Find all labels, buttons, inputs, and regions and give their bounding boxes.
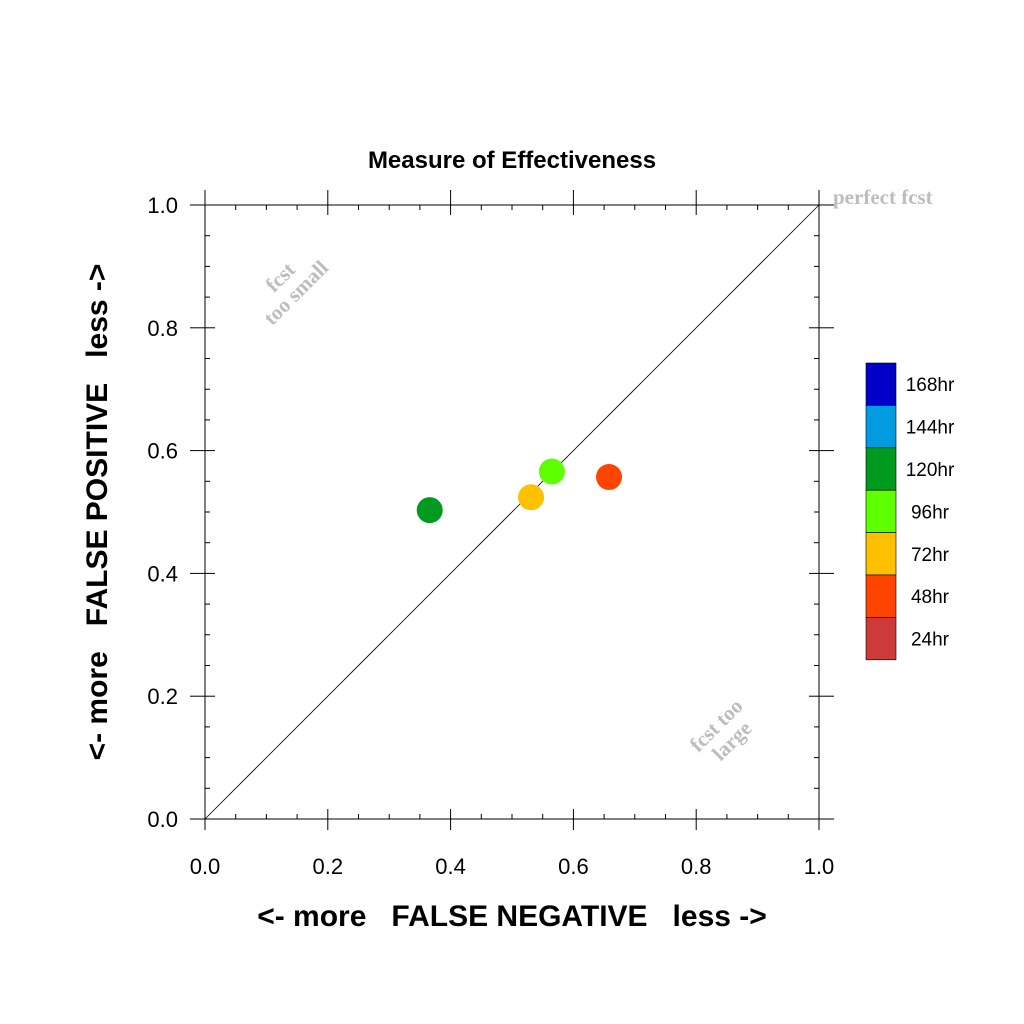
legend-swatch-120hr <box>865 447 897 491</box>
x-tick-label: 0.2 <box>313 854 344 879</box>
data-points <box>416 458 623 524</box>
plot-area <box>190 190 834 830</box>
y-tick-label: 0.8 <box>147 316 178 341</box>
legend-label-168hr: 168hr <box>906 375 955 396</box>
x-tick-labels: 0.0 0.2 0.4 0.6 0.8 1.0 <box>190 854 835 879</box>
y-tick-label: 1.0 <box>147 193 178 218</box>
point-72hr <box>518 484 545 511</box>
y-axis-title: <- more FALSE POSITIVE less -> <box>81 264 114 761</box>
y-tick-label: 0.0 <box>147 807 178 832</box>
x-tick-label: 1.0 <box>804 854 835 879</box>
y-tick-labels: 0.0 0.2 0.4 0.6 0.8 1.0 <box>147 193 178 832</box>
point-96hr <box>538 458 565 485</box>
legend-label-120hr: 120hr <box>906 460 955 481</box>
perfect-forecast-diagonal <box>204 204 820 820</box>
x-tick-label: 0.4 <box>435 854 466 879</box>
chart-title: Measure of Effectiveness <box>368 147 656 174</box>
legend: 168hr 144hr 120hr 96hr 72hr 48hr 24hr <box>865 362 955 661</box>
point-48hr <box>596 464 623 491</box>
axis-ticks <box>190 190 834 830</box>
legend-label-144hr: 144hr <box>906 418 955 439</box>
point-120hr <box>416 497 443 524</box>
perfect-forecast-note: perfect fcst <box>833 185 933 209</box>
x-tick-label: 0.8 <box>681 854 712 879</box>
too-small-note: fcst too small <box>259 256 333 330</box>
legend-swatch-48hr <box>865 574 897 618</box>
legend-label-96hr: 96hr <box>911 502 950 523</box>
y-tick-label: 0.6 <box>147 439 178 464</box>
legend-swatch-24hr <box>865 617 897 661</box>
y-tick-label: 0.2 <box>147 684 178 709</box>
legend-label-48hr: 48hr <box>911 587 950 608</box>
legend-label-72hr: 72hr <box>911 545 950 566</box>
x-tick-label: 0.6 <box>558 854 589 879</box>
legend-label-24hr: 24hr <box>911 630 950 651</box>
y-tick-label: 0.4 <box>147 561 178 586</box>
x-tick-label: 0.0 <box>190 854 221 879</box>
legend-swatch-96hr <box>865 489 897 533</box>
legend-swatch-168hr <box>865 362 897 406</box>
too-small-note-line2: too small <box>259 256 333 330</box>
legend-swatch-72hr <box>865 532 897 576</box>
too-large-note: fcst too large <box>685 694 756 765</box>
x-axis-title: <- more FALSE NEGATIVE less -> <box>257 900 767 933</box>
legend-swatch-144hr <box>865 405 897 449</box>
